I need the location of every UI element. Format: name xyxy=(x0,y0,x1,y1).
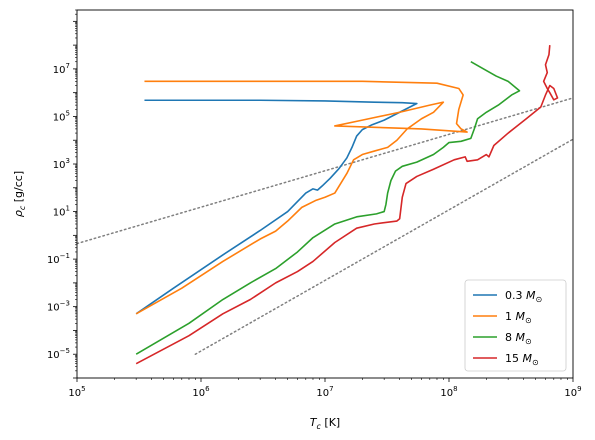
x-axis-label: Tc [K] xyxy=(310,416,340,431)
x-tick-label: 106 xyxy=(192,385,210,399)
y-tick-label: 105 xyxy=(53,109,70,123)
y-tick-label: 107 xyxy=(53,62,70,76)
series-line-1 xyxy=(135,99,418,315)
x-axis: 105 106 107 108 109 xyxy=(68,378,582,399)
series-layer xyxy=(135,45,559,365)
reference-line-2 xyxy=(194,138,574,355)
y-tick-label: 10−1 xyxy=(47,252,70,266)
x-tick-label: 108 xyxy=(440,385,457,399)
legend: 0.3 M⊙ 1 M⊙ 8 M⊙ 15 M⊙ xyxy=(464,279,567,372)
legend-box xyxy=(464,279,567,372)
reference-lines xyxy=(76,97,574,355)
y-tick-label: 101 xyxy=(53,205,70,219)
series-line-4 xyxy=(135,45,559,365)
reference-line-1 xyxy=(76,97,574,245)
x-tick-label: 105 xyxy=(68,385,85,399)
y-tick-label: 103 xyxy=(53,157,70,171)
y-tick-label: 10−3 xyxy=(47,300,70,314)
x-tick-label: 107 xyxy=(316,385,333,399)
legend-label-1: 0.3 M⊙ xyxy=(505,289,542,304)
legend-label-3: 8 M⊙ xyxy=(505,331,532,346)
series-line-2 xyxy=(135,80,468,315)
y-axis-label: ρc [g/cc] xyxy=(12,171,27,217)
legend-label-4: 15 M⊙ xyxy=(505,352,539,367)
y-tick-label: 10−5 xyxy=(47,347,70,361)
legend-label-2: 1 M⊙ xyxy=(505,310,532,325)
y-axis: 10−5 10−3 10−1 101 103 105 107 xyxy=(47,9,77,379)
series-line-3 xyxy=(135,61,521,355)
x-tick-label: 109 xyxy=(564,385,581,399)
